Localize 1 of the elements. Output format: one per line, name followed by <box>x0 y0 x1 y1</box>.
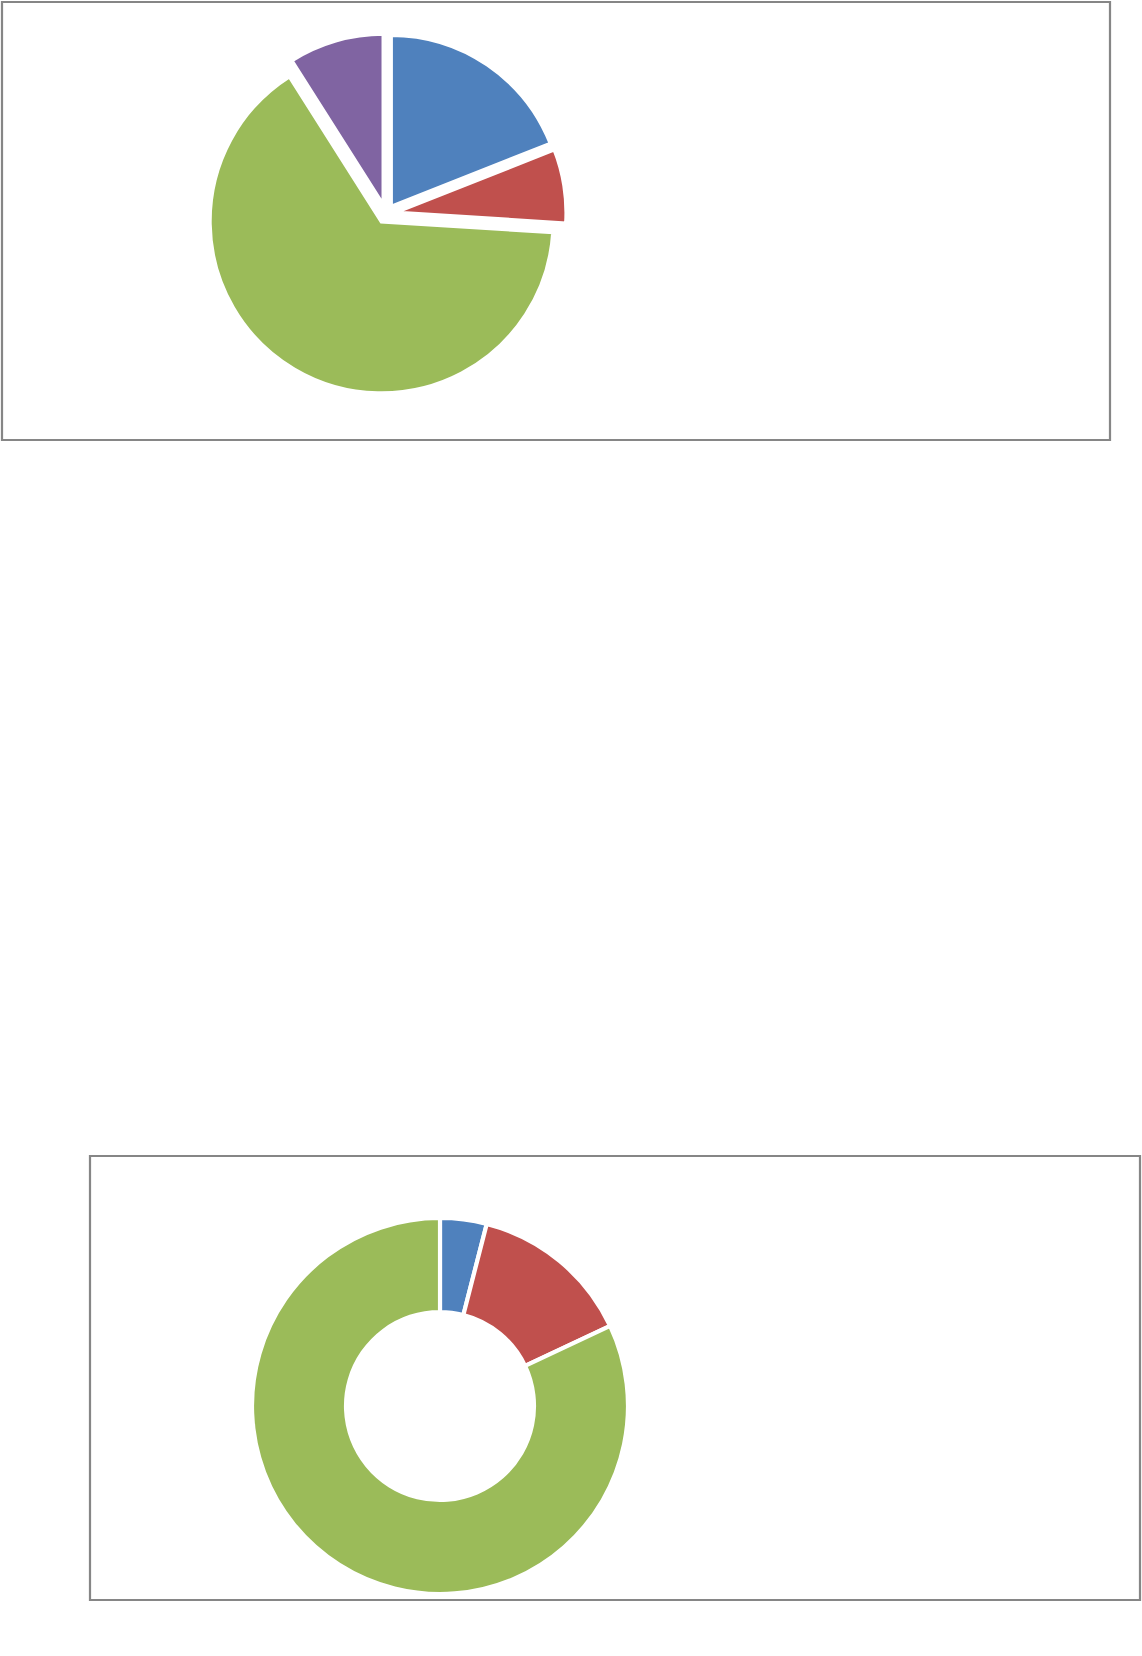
donut-slice <box>249 1215 631 1597</box>
